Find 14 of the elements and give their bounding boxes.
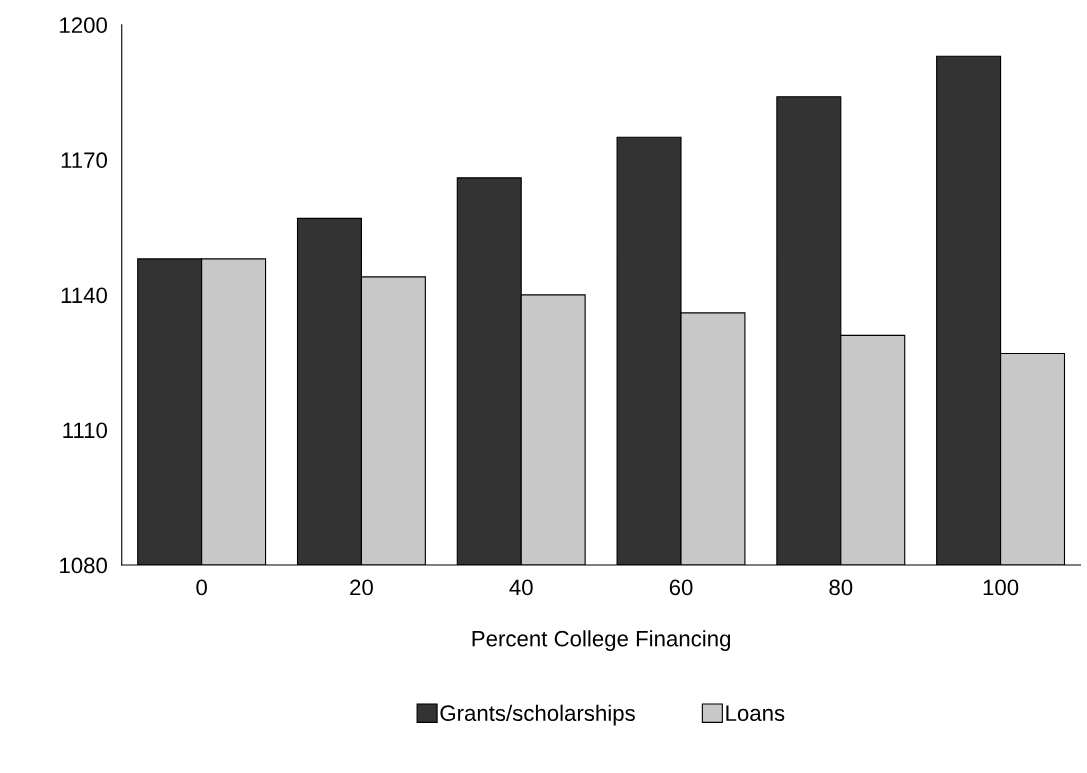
legend-label: Grants/scholarships bbox=[440, 704, 635, 726]
y-tick-label: 1140 bbox=[61, 287, 107, 304]
x-tick-label: 0 bbox=[196, 579, 207, 596]
x-tick-label: 40 bbox=[509, 579, 533, 596]
x-axis-title: Percent College Financing bbox=[472, 630, 731, 651]
y-tick-label: 1110 bbox=[63, 422, 107, 439]
y-tick-label: 1170 bbox=[61, 152, 107, 169]
x-tick-label: 20 bbox=[350, 579, 373, 596]
legend-label: Loans bbox=[726, 705, 785, 722]
y-tick-label: 1080 bbox=[60, 557, 107, 574]
x-tick-label: 80 bbox=[829, 579, 853, 596]
y-tick-label: 1200 bbox=[60, 17, 107, 34]
x-tick-label: 60 bbox=[669, 579, 693, 596]
x-tick-label: 100 bbox=[983, 579, 1019, 596]
